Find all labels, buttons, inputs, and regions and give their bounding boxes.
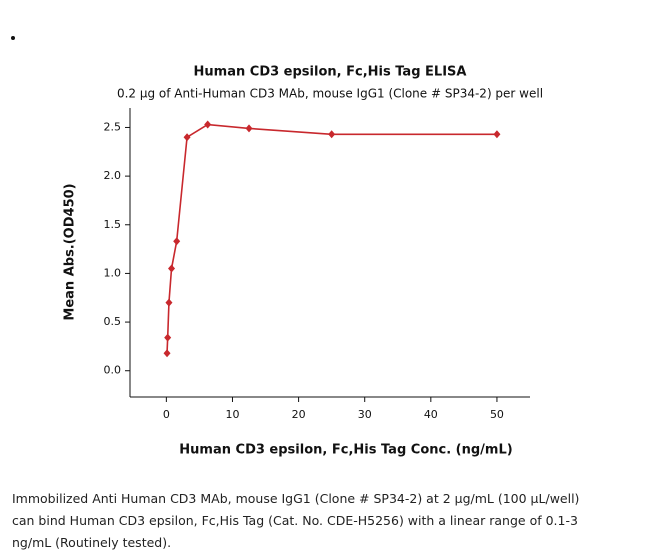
x-tick-label: 40 (424, 408, 438, 421)
caption: Immobilized Anti Human CD3 MAb, mouse Ig… (12, 488, 642, 554)
x-tick-label: 20 (292, 408, 306, 421)
x-tick-label: 50 (490, 408, 504, 421)
y-axis-label: Mean Abs.(OD450) (63, 183, 78, 320)
data-point (173, 237, 181, 246)
caption-line: can bind Human CD3 epsilon, Fc,His Tag (… (12, 513, 578, 528)
y-tick-label: 1.0 (104, 266, 122, 279)
x-tick-label: 30 (358, 408, 372, 421)
y-tick-label: 0.5 (104, 315, 122, 328)
data-point (183, 133, 191, 142)
chart-subtitle: 0.2 µg of Anti-Human CD3 MAb, mouse IgG1… (117, 87, 543, 101)
x-tick-label: 10 (225, 408, 239, 421)
y-tick-label: 2.5 (104, 120, 122, 133)
data-point (164, 333, 172, 342)
chart: Human CD3 epsilon, Fc,His Tag ELISA 0.2 … (11, 36, 543, 458)
caption-line: Immobilized Anti Human CD3 MAb, mouse Ig… (12, 491, 580, 506)
data-line (166, 123, 497, 354)
data-point (493, 130, 501, 139)
y-tick-label: 0.0 (104, 364, 122, 377)
chart-title: Human CD3 epsilon, Fc,His Tag ELISA (194, 65, 467, 80)
data-point (163, 349, 171, 358)
data-point (204, 120, 212, 129)
data-point (328, 130, 336, 139)
x-tick-label: 0 (163, 408, 170, 421)
data-point (245, 124, 253, 133)
bullet (11, 36, 15, 40)
caption-line: ng/mL (Routinely tested). (12, 535, 172, 550)
y-tick-label: 1.5 (104, 218, 122, 231)
data-point (165, 298, 173, 307)
x-axis-label: Human CD3 epsilon, Fc,His Tag Conc. (ng/… (179, 443, 512, 458)
data-point (168, 264, 176, 273)
y-tick-label: 2.0 (104, 169, 122, 182)
